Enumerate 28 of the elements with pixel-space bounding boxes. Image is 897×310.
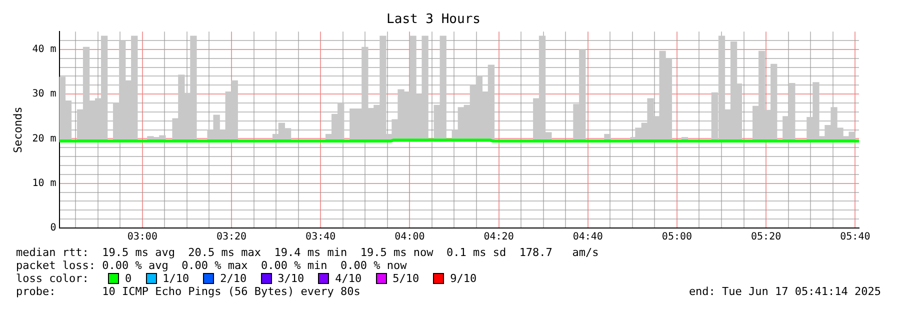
x-tick-label: 04:20: [484, 232, 514, 243]
chart-title: Last 3 Hours: [386, 12, 480, 28]
legend-label: 5/10: [392, 272, 420, 285]
y-axis-title: Seconds: [11, 106, 24, 153]
legend-title: loss color:: [16, 272, 90, 285]
text: end: Tue Jun 17 05:41:14 2025: [688, 285, 881, 298]
x-tick-label: 05:40: [840, 232, 870, 243]
legend-label: 2/10: [220, 272, 247, 285]
legend-label: 9/10: [450, 272, 477, 285]
legend-label: 0: [125, 272, 132, 285]
legend-label: 4/10: [335, 272, 362, 285]
y-tick-label: 40 m: [32, 44, 56, 56]
x-tick-label: 03:40: [306, 232, 336, 243]
text: packet loss: 0.00 % avg 0.00 % max 0.00 % min 0.00 % now: [16, 259, 408, 272]
text: probe: 10 ICMP Echo Pings (56 Bytes) every 80s: [16, 285, 360, 298]
legend-label: 1/10: [162, 272, 190, 285]
x-tick-label: 05:00: [662, 232, 692, 243]
text: median rtt: 19.5 ms avg 20.5 ms max 19.4 ms min 19.5 ms now 0.1 ms sd 178.7 am/s: [16, 246, 600, 259]
legend-label: 3/10: [278, 272, 304, 285]
y-tick-label: 30 m: [32, 88, 56, 100]
y-tick-label: 20 m: [32, 133, 56, 144]
x-tick-label: 04:40: [572, 232, 603, 243]
x-tick-label: 03:00: [127, 232, 158, 243]
x-tick-label: 04:00: [394, 232, 425, 243]
x-tick-label: 03:20: [216, 232, 247, 243]
x-tick-label: 05:20: [751, 232, 782, 243]
y-tick-label: 10 m: [32, 178, 56, 189]
y-tick-label: 0: [50, 222, 56, 234]
